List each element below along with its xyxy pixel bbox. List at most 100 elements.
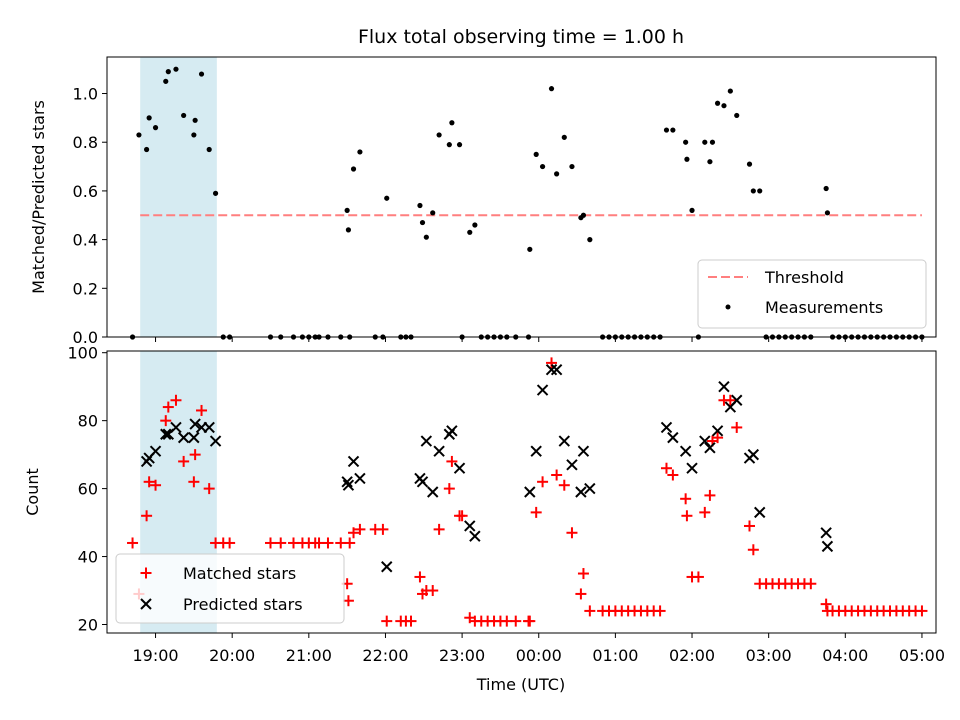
measurement-point — [198, 71, 205, 77]
predicted-star-marker — [427, 486, 439, 498]
matched-star-marker — [510, 615, 522, 627]
matched-star-marker — [820, 598, 832, 610]
x-tick-label: 04:00 — [822, 646, 868, 665]
x-tick-label: 23:00 — [439, 646, 485, 665]
matched-star-marker — [344, 537, 356, 549]
y-tick-label: 1.0 — [73, 85, 98, 104]
predicted-star-marker — [575, 486, 587, 498]
predicted-star-marker — [341, 476, 353, 488]
predicted-star-marker — [464, 520, 476, 532]
measurement-point — [527, 246, 533, 252]
matched-star-marker — [805, 578, 817, 590]
count-plot-frame — [106, 350, 937, 634]
measurement-point — [417, 202, 423, 209]
predicted-star-marker — [558, 435, 570, 447]
measurement-point — [824, 210, 831, 216]
predicted-star-marker — [189, 418, 201, 430]
matched-star-marker — [141, 510, 153, 522]
measurement-point — [136, 132, 142, 138]
measurement-point — [727, 88, 733, 94]
measurement-point — [539, 163, 546, 170]
predicted-star-marker — [754, 506, 766, 519]
chart-title: Flux total observing time = 1.00 h — [358, 26, 684, 48]
matched-star-marker — [724, 394, 736, 406]
matched-star-marker — [577, 568, 589, 580]
measurement-point — [163, 78, 169, 84]
measurement-point — [467, 229, 473, 235]
predicted-star-marker — [686, 462, 698, 474]
matched-star-marker — [196, 404, 208, 416]
measurement-point — [206, 146, 212, 153]
predicted-star-marker — [347, 455, 360, 468]
predicted-star-marker — [704, 442, 716, 454]
measurement-point — [165, 69, 171, 75]
measurement-point — [561, 134, 567, 140]
matched-star-marker — [433, 523, 445, 535]
matched-star-marker — [170, 394, 182, 406]
legend-matched-label: Matched stars — [183, 564, 296, 583]
measurement-point — [707, 159, 713, 165]
ratio-legend: Threshold Measurements — [697, 259, 927, 329]
measurement-point — [670, 127, 676, 133]
predicted-star-marker — [524, 486, 536, 498]
matched-star-marker — [203, 483, 215, 495]
matched-star-marker — [584, 605, 596, 617]
count-panel: 20 40 60 80 100 19:00 20:00 21:00 22:00 23:00 00:… — [23, 344, 945, 694]
measurement-point — [192, 117, 198, 123]
matched-star-marker — [377, 523, 389, 535]
matched-star-marker — [747, 544, 759, 556]
measurement-point — [750, 188, 756, 194]
predicted-star-marker — [545, 363, 558, 376]
measurement-point — [757, 188, 763, 194]
x-tick-label: 01:00 — [592, 646, 638, 665]
predicted-star-marker — [381, 561, 393, 573]
measurement-point — [689, 207, 695, 213]
measurement-point — [430, 210, 436, 216]
matched-star-marker — [143, 476, 155, 488]
matched-star-marker — [692, 571, 704, 583]
measurement-point — [181, 112, 187, 119]
predicted-star-marker — [160, 428, 172, 440]
legend-predicted-swatch — [140, 598, 152, 610]
predicted-star-marker — [469, 530, 481, 542]
matched-star-marker — [744, 520, 756, 532]
measurement-point — [683, 139, 689, 145]
ratio-plot-frame — [106, 56, 937, 338]
x-tick-label: 21:00 — [286, 646, 332, 665]
matched-star-marker — [524, 615, 536, 627]
measurement-point — [456, 142, 463, 148]
matched-star-marker — [354, 523, 366, 535]
predicted-star-marker — [577, 445, 590, 457]
matched-star-marker — [575, 588, 587, 600]
y-tick-label: 20 — [78, 616, 98, 635]
matched-star-marker — [427, 585, 439, 597]
predicted-star-marker — [718, 380, 730, 393]
predicted-star-marker — [584, 482, 596, 495]
matched-star-marker — [667, 469, 679, 481]
y-tick-label: 60 — [78, 480, 98, 499]
ratio-x-ticks — [155, 337, 923, 342]
count-legend-box — [115, 553, 345, 624]
count-y-ticks: 20 40 60 80 100 — [67, 344, 107, 635]
matched-star-marker — [189, 449, 201, 461]
legend-measurements-swatch — [725, 304, 731, 310]
matched-star-marker — [381, 615, 393, 627]
ratio-legend-box — [697, 259, 927, 329]
y-tick-label: 40 — [78, 548, 98, 567]
legend-measurements-label: Measurements — [765, 298, 883, 317]
measurement-points — [129, 66, 925, 340]
predicted-star-marker — [433, 445, 445, 457]
legend-predicted-label: Predicted stars — [183, 595, 303, 614]
x-tick-label: 20:00 — [209, 646, 255, 665]
predicted-star-marker — [188, 431, 200, 444]
predicted-star-marker — [820, 527, 832, 539]
measurement-point — [384, 195, 390, 201]
predicted-star-marker — [203, 421, 215, 434]
ratio-panel: Flux total observing time = 1.00 h 0.00.… — [29, 26, 937, 347]
count-y-axis-label: Count — [23, 468, 42, 516]
matched-star-marker — [127, 537, 139, 549]
matched-star-marker — [712, 432, 724, 444]
ratio-highlight-span — [140, 57, 217, 337]
matched-star-marker — [414, 571, 426, 583]
